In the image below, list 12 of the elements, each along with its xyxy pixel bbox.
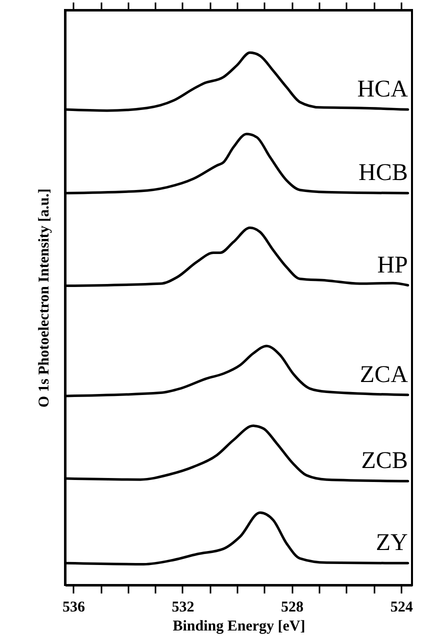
x-tick-label: 536 [62,600,86,616]
series-label: ZCA [360,362,409,388]
x-axis-title: Binding Energy [eV] [172,618,306,634]
series-label: HCA [357,76,409,103]
x-tick-label: 528 [281,600,304,616]
series-label: ZY [376,530,408,556]
series-label: ZCB [361,448,408,474]
series-label: HCB [358,160,408,186]
x-tick-label: 524 [390,600,414,616]
x-tick-label: 532 [172,600,194,616]
y-axis-title: O 1s Photoelectron Intensity [a.u.] [36,188,52,408]
series-label: HP [377,252,408,278]
